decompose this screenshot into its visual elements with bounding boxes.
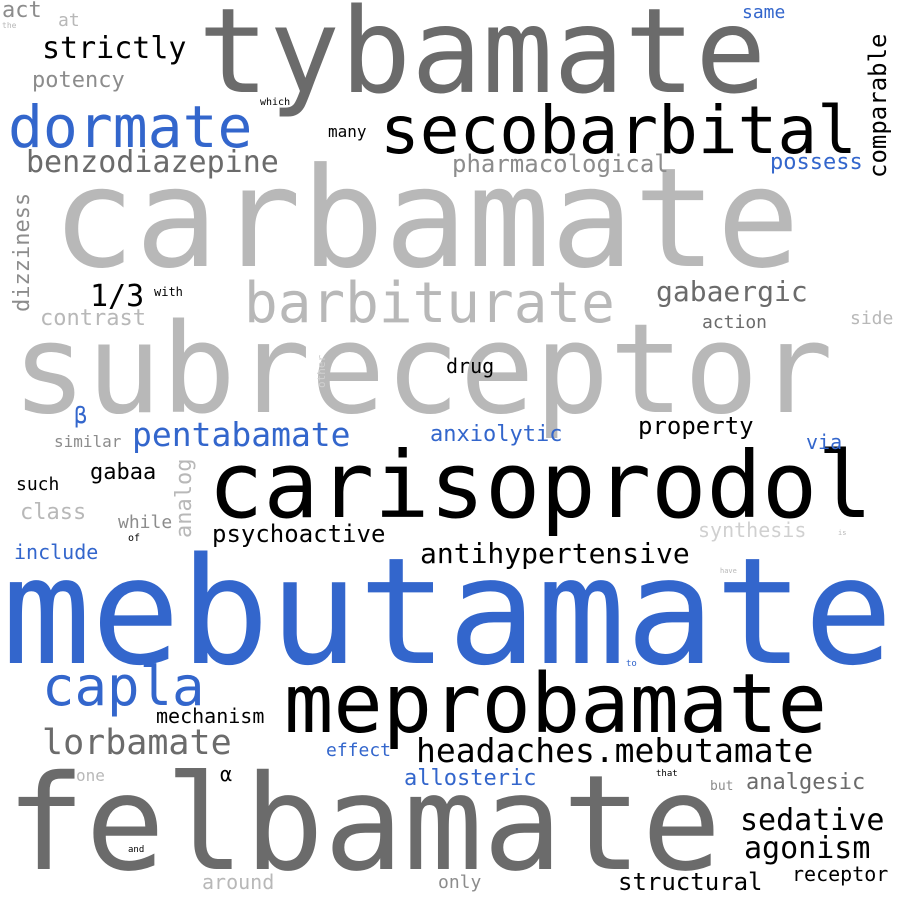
word-meprobamate: meprobamate: [284, 657, 828, 752]
word-carisoprodol: carisoprodol: [208, 432, 873, 539]
word-at: at: [58, 10, 80, 31]
word-analgesic: analgesic: [746, 770, 866, 795]
word-include: include: [14, 540, 99, 564]
word-synthesis: synthesis: [698, 518, 807, 542]
word-to: to: [626, 659, 637, 669]
word-benzodiazepine: benzodiazepine: [26, 145, 279, 180]
word-property: property: [638, 412, 754, 440]
word-headaches-mebutamate: headaches.mebutamate: [416, 731, 814, 770]
word-receptor: receptor: [792, 862, 889, 886]
word-contrast: contrast: [40, 306, 146, 331]
word-which: which: [260, 97, 291, 108]
word-lorbamate: lorbamate: [42, 723, 232, 763]
word-same: same: [742, 2, 786, 23]
word-via: via: [806, 430, 843, 454]
word-possess: possess: [770, 150, 863, 175]
word-drug: drug: [446, 354, 495, 378]
word-capla: capla: [42, 655, 205, 718]
word-secobarbital: secobarbital: [380, 92, 857, 169]
word-effect: effect: [326, 740, 392, 761]
word-similar: similar: [54, 432, 122, 451]
word-act: act: [2, 0, 42, 23]
word-only: only: [438, 872, 482, 893]
word-pentabamate: pentabamate: [132, 415, 351, 454]
word-pharmacological: pharmacological: [452, 150, 669, 178]
word-carbamate: carbamate: [52, 138, 800, 299]
word-around: around: [202, 870, 275, 894]
word-is: is: [838, 529, 847, 537]
word-one: one: [76, 766, 105, 785]
word-with: with: [154, 285, 183, 299]
word-gabaergic: gabaergic: [656, 275, 808, 308]
word-alpha: α: [220, 762, 233, 786]
word-gabaa: gabaa: [90, 460, 157, 485]
word-subreceptor: subreceptor: [12, 298, 834, 442]
word-many: many: [328, 122, 367, 141]
word-and: and: [128, 845, 145, 855]
word-strictly: strictly: [42, 31, 187, 66]
word-action: action: [702, 312, 768, 333]
word-such: such: [16, 474, 60, 495]
word-psychoactive: psychoactive: [212, 520, 386, 548]
word-of: of: [128, 533, 141, 544]
word-structural: structural: [618, 868, 763, 896]
word-mebutamate: mebutamate: [2, 526, 894, 698]
word-mechanism: mechanism: [156, 704, 265, 728]
word-tybamate: tybamate: [198, 0, 767, 120]
word-but: but: [710, 779, 734, 794]
word-class: class: [20, 500, 87, 525]
word-potency: potency: [32, 68, 125, 93]
word-comparable: comparable: [864, 33, 892, 179]
word-allosteric: allosteric: [404, 766, 537, 791]
word-side: side: [850, 308, 894, 329]
word-one-third: 1/3: [90, 279, 145, 314]
word-the: the: [2, 21, 17, 30]
word-dormate: dormate: [8, 93, 253, 161]
word-antihypertensive: antihypertensive: [420, 537, 690, 570]
word-that: that: [656, 769, 678, 779]
word-have: have: [720, 567, 737, 575]
word-analog: analog: [172, 458, 197, 538]
word-beta: β: [74, 404, 88, 429]
word-while: while: [118, 512, 173, 533]
word-felbamate: felbamate: [6, 747, 722, 900]
word-dizziness: dizziness: [10, 192, 35, 312]
word-anxiolytic: anxiolytic: [430, 422, 563, 447]
word-other: other: [315, 354, 328, 388]
word-sedative: sedative: [740, 803, 885, 838]
word-agonism: agonism: [744, 831, 871, 866]
word-barbiturate: barbiturate: [244, 271, 615, 336]
